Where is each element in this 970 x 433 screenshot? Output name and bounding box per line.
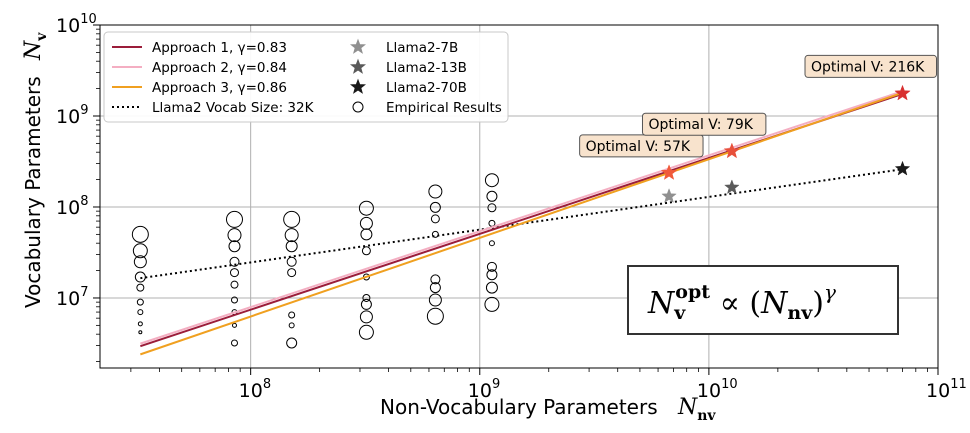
fit-line-approach-3 (140, 91, 903, 356)
empirical-point (138, 330, 143, 335)
legend-box (103, 31, 509, 123)
legend-label-llama2-7b: Llama2-7B (386, 40, 458, 56)
empirical-point (428, 293, 442, 307)
empirical-point (360, 228, 373, 241)
empirical-point (229, 268, 239, 278)
y-tick-label: 108 (56, 194, 88, 219)
optimal-point-star (894, 84, 911, 101)
legend-star-llama2-7b (349, 38, 367, 54)
legend-label-empirical: Empirical Results (386, 100, 502, 116)
legend-label-llama2-13b: Llama2-13B (386, 60, 467, 76)
legend-label-approach-2: Approach 2, γ=0.84 (152, 60, 287, 76)
empirical-point (229, 256, 240, 267)
empirical-point (484, 173, 499, 188)
formula-text: Nvopt ∝ (Nnv)γ (647, 280, 836, 324)
optimal-point-star (723, 142, 741, 159)
empirical-point (287, 268, 297, 278)
axis-ticks: 108 109 1010 1011 107 108 109 1010 (56, 12, 967, 402)
empirical-point (487, 203, 497, 213)
empirical-point (230, 280, 239, 289)
optimal-annotation-box (579, 134, 704, 158)
y-axis-label: Vocabulary Parameters Nv (21, 32, 50, 308)
empirical-point (231, 322, 237, 328)
llama-point-star (724, 179, 740, 195)
legend-label-vocab: Llama2 Vocab Size: 32K (152, 100, 315, 116)
empirical-point (486, 190, 498, 202)
legend: Approach 1, γ=0.83 Approach 2, γ=0.84 Ap… (103, 31, 509, 123)
empirical-point (360, 298, 372, 310)
empirical-point (131, 225, 149, 243)
empirical-point (137, 321, 143, 327)
optimal-point-star (660, 164, 678, 180)
empirical-point (486, 261, 497, 272)
empirical-point (359, 216, 373, 230)
x-tick-label: 108 (239, 377, 271, 402)
llama-point-star (661, 188, 677, 203)
empirical-point (284, 228, 299, 243)
empirical-point (430, 274, 441, 285)
legend-star-llama2-70b (349, 78, 367, 94)
empirical-point (359, 310, 373, 324)
x-tick-label: 1010 (697, 377, 738, 402)
empirical-point (134, 271, 146, 283)
empirical-point (428, 184, 443, 199)
empirical-point (288, 322, 295, 329)
y-tick-label: 1010 (56, 12, 97, 37)
empirical-point (486, 269, 498, 281)
optimal-annotation-label: Optimal V: 216K (811, 59, 925, 75)
empirical-point (285, 240, 298, 253)
optimal-annotation-box (641, 112, 767, 136)
llama-point-star (894, 160, 911, 176)
x-axis-label: Non-Vocabulary Parameters Nnv (380, 395, 716, 424)
legend-star-shape (349, 78, 367, 94)
y-tick-label: 107 (56, 285, 88, 310)
empirical-point (133, 255, 147, 269)
formula-box: Nvopt ∝ (Nnv)γ (627, 265, 899, 335)
legend-circle-empirical (352, 101, 364, 113)
empirical-point (283, 210, 301, 228)
empirical-point (136, 298, 144, 306)
optimal-annotation-label: Optimal V: 57K (586, 139, 691, 155)
y-tick-label: 109 (56, 103, 88, 128)
empirical-point (286, 256, 297, 267)
empirical-point (362, 293, 371, 302)
formula-frame (627, 265, 899, 335)
vocab-size-line (140, 168, 903, 280)
empirical-point (429, 201, 441, 213)
empirical-point (132, 243, 148, 259)
legend-label-approach-1: Approach 1, γ=0.83 (152, 40, 287, 56)
legend-label-approach-3: Approach 3, γ=0.86 (152, 80, 287, 96)
empirical-point (286, 337, 298, 349)
fit-line-approach-2 (140, 90, 903, 345)
legend-star-shape (349, 38, 367, 54)
empirical-point (225, 210, 243, 228)
legend-star-shape (349, 58, 367, 74)
empirical-point (358, 324, 374, 340)
empirical-point (230, 339, 238, 347)
empirical-point (230, 296, 238, 304)
empirical-point (430, 214, 440, 224)
empirical-point (137, 309, 144, 316)
optimal-annotation-box (804, 54, 938, 78)
legend-star-llama2-13b (349, 58, 367, 74)
empirical-point (426, 307, 444, 325)
empirical-point (484, 296, 500, 312)
empirical-point (485, 281, 498, 294)
empirical-point (227, 228, 242, 243)
empirical-point (429, 282, 441, 294)
empirical-point (228, 240, 241, 253)
empirical-point (361, 246, 371, 256)
empirical-point (288, 311, 296, 319)
plot-frame (99, 24, 939, 369)
plot-area: Optimal V: 57K Optimal V: 79K Optimal V: 2… (131, 54, 938, 356)
legend-label-llama2-70b: Llama2-70B (386, 80, 467, 96)
empirical-point (488, 240, 495, 247)
optimal-annotation-label: Optimal V: 79K (648, 117, 753, 133)
x-tick-label: 1011 (926, 377, 967, 402)
empirical-point (358, 200, 374, 216)
x-tick-label: 109 (468, 377, 500, 402)
empirical-point (136, 283, 145, 292)
empirical-point (431, 230, 439, 238)
